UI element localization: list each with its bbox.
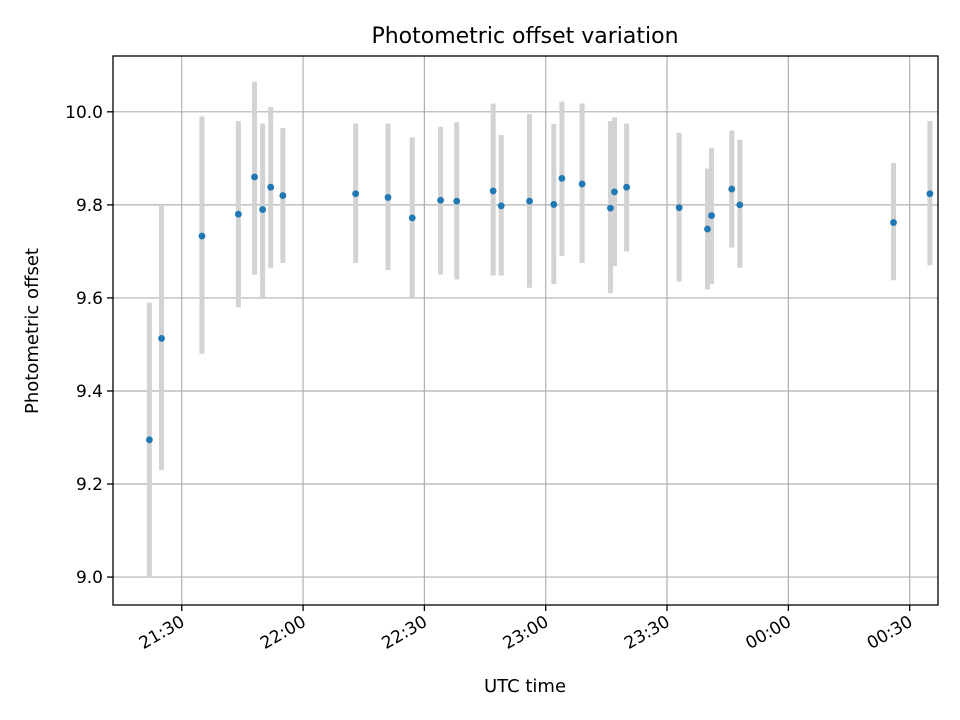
data-point	[708, 212, 715, 219]
data-point	[453, 197, 461, 205]
data-point	[675, 204, 683, 212]
data-point	[408, 214, 416, 222]
data-point	[437, 196, 444, 204]
data-point	[704, 225, 711, 233]
data-point	[279, 192, 287, 199]
y-tick-label: 9.2	[76, 475, 103, 495]
data-point	[489, 187, 497, 195]
y-tick-label: 9.0	[76, 568, 103, 588]
data-point	[558, 174, 566, 182]
y-tick-label: 9.6	[76, 289, 103, 309]
data-point	[234, 210, 242, 218]
data-layer	[145, 81, 934, 578]
data-point	[607, 204, 614, 212]
data-point	[267, 183, 275, 191]
data-point	[158, 335, 165, 342]
x-axis-label: UTC time	[484, 676, 566, 697]
plot-frame	[112, 55, 939, 606]
data-point	[728, 185, 736, 193]
data-point	[550, 201, 558, 208]
data-point	[497, 202, 505, 210]
data-point	[259, 206, 267, 213]
grid	[113, 56, 938, 605]
data-point	[578, 180, 586, 188]
data-point	[890, 219, 897, 226]
data-point	[384, 194, 392, 201]
y-tick-label: 9.4	[76, 382, 103, 402]
data-point	[526, 197, 533, 205]
data-point	[611, 188, 618, 196]
data-point	[251, 173, 258, 181]
data-point	[623, 183, 631, 191]
chart-title: Photometric offset variation	[371, 24, 678, 49]
y-tick-label: 9.8	[76, 196, 103, 216]
data-point	[145, 436, 153, 444]
data-point	[198, 232, 206, 240]
data-point	[926, 190, 934, 198]
data-point	[352, 190, 360, 198]
y-axis-label: Photometric offset	[22, 248, 43, 414]
data-point	[736, 201, 744, 209]
y-tick-label: 10.0	[65, 103, 103, 123]
